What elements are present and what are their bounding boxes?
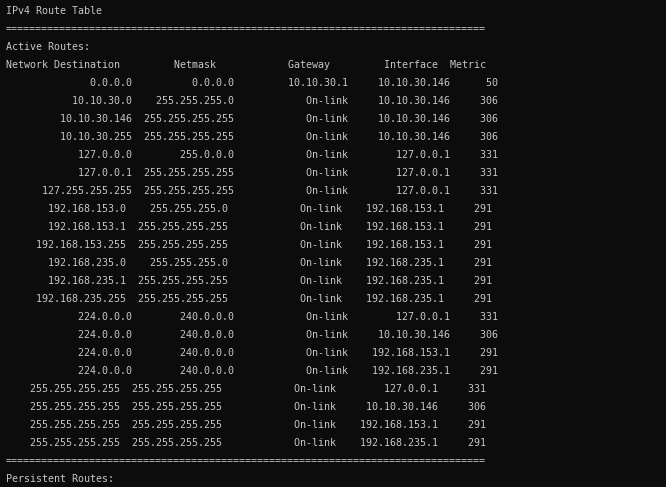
Text: 192.168.235.0    255.255.255.0            On-link    192.168.235.1     291: 192.168.235.0 255.255.255.0 On-link 192.… [6, 258, 492, 268]
Text: 192.168.235.1  255.255.255.255            On-link    192.168.235.1     291: 192.168.235.1 255.255.255.255 On-link 19… [6, 276, 492, 286]
Text: 255.255.255.255  255.255.255.255            On-link    192.168.235.1     291: 255.255.255.255 255.255.255.255 On-link … [6, 438, 486, 448]
Text: 224.0.0.0        240.0.0.0            On-link    192.168.153.1     291: 224.0.0.0 240.0.0.0 On-link 192.168.153.… [6, 348, 498, 358]
Text: 224.0.0.0        240.0.0.0            On-link        127.0.0.1     331: 224.0.0.0 240.0.0.0 On-link 127.0.0.1 33… [6, 312, 498, 322]
Text: 192.168.153.0    255.255.255.0            On-link    192.168.153.1     291: 192.168.153.0 255.255.255.0 On-link 192.… [6, 204, 492, 214]
Text: 10.10.30.0    255.255.255.0            On-link     10.10.30.146     306: 10.10.30.0 255.255.255.0 On-link 10.10.3… [6, 96, 498, 106]
Text: 192.168.235.255  255.255.255.255            On-link    192.168.235.1     291: 192.168.235.255 255.255.255.255 On-link … [6, 294, 492, 304]
Text: 224.0.0.0        240.0.0.0            On-link     10.10.30.146     306: 224.0.0.0 240.0.0.0 On-link 10.10.30.146… [6, 330, 498, 340]
Text: 255.255.255.255  255.255.255.255            On-link        127.0.0.1     331: 255.255.255.255 255.255.255.255 On-link … [6, 384, 486, 394]
Text: 224.0.0.0        240.0.0.0            On-link    192.168.235.1     291: 224.0.0.0 240.0.0.0 On-link 192.168.235.… [6, 366, 498, 376]
Text: 127.0.0.0        255.0.0.0            On-link        127.0.0.1     331: 127.0.0.0 255.0.0.0 On-link 127.0.0.1 33… [6, 150, 498, 160]
Text: 192.168.153.1  255.255.255.255            On-link    192.168.153.1     291: 192.168.153.1 255.255.255.255 On-link 19… [6, 222, 492, 232]
Text: 127.255.255.255  255.255.255.255            On-link        127.0.0.1     331: 127.255.255.255 255.255.255.255 On-link … [6, 186, 498, 196]
Text: 10.10.30.146  255.255.255.255            On-link     10.10.30.146     306: 10.10.30.146 255.255.255.255 On-link 10.… [6, 114, 498, 124]
Text: 255.255.255.255  255.255.255.255            On-link    192.168.153.1     291: 255.255.255.255 255.255.255.255 On-link … [6, 420, 486, 430]
Text: IPv4 Route Table: IPv4 Route Table [6, 6, 102, 16]
Text: ================================================================================: ========================================… [6, 456, 486, 466]
Text: 10.10.30.255  255.255.255.255            On-link     10.10.30.146     306: 10.10.30.255 255.255.255.255 On-link 10.… [6, 132, 498, 142]
Text: 192.168.153.255  255.255.255.255            On-link    192.168.153.1     291: 192.168.153.255 255.255.255.255 On-link … [6, 240, 492, 250]
Text: 0.0.0.0          0.0.0.0         10.10.30.1     10.10.30.146      50: 0.0.0.0 0.0.0.0 10.10.30.1 10.10.30.146 … [6, 78, 498, 88]
Text: 127.0.0.1  255.255.255.255            On-link        127.0.0.1     331: 127.0.0.1 255.255.255.255 On-link 127.0.… [6, 168, 498, 178]
Text: Network Destination         Netmask            Gateway         Interface  Metric: Network Destination Netmask Gateway Inte… [6, 60, 486, 70]
Text: Active Routes:: Active Routes: [6, 42, 90, 52]
Text: ================================================================================: ========================================… [6, 24, 486, 34]
Text: Persistent Routes:: Persistent Routes: [6, 474, 114, 484]
Text: 255.255.255.255  255.255.255.255            On-link     10.10.30.146     306: 255.255.255.255 255.255.255.255 On-link … [6, 402, 486, 412]
